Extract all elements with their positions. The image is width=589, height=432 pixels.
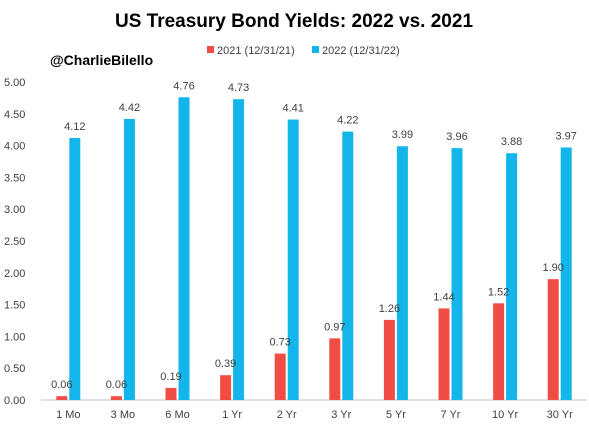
bar-2021 [493,303,505,400]
y-tick-label: 1.50 [4,300,25,312]
y-tick-label: 3.50 [4,172,25,184]
x-tick-label: 2 Yr [277,409,297,421]
data-label-2021: 1.90 [542,262,563,274]
y-tick-label: 0.00 [4,395,25,407]
bar-2021 [383,319,395,400]
bar-2021 [547,279,559,400]
x-tick-label: 3 Yr [331,409,351,421]
x-tick-label: 6 Mo [165,409,189,421]
legend-label-2022: 2022 (12/31/22) [322,45,400,57]
y-tick-label: 5.00 [4,77,25,89]
data-label-2021: 1.26 [379,303,400,315]
bar-2022 [560,147,572,400]
x-tick-label: 1 Yr [222,409,242,421]
bar-2022 [233,99,245,400]
data-label-2022: 3.97 [555,131,576,143]
bar-2021 [329,338,341,400]
data-label-2022: 3.88 [501,136,522,148]
bar-2022 [342,131,354,400]
x-tick-label: 10 Yr [492,409,518,421]
data-label-2021: 0.73 [269,337,290,349]
data-label-2021: 0.06 [51,379,72,391]
bar-2021 [56,396,68,400]
legend-swatch-2022 [312,46,319,53]
y-tick-label: 1.00 [4,331,25,343]
bars-group [56,97,572,401]
x-tick-label: 7 Yr [441,409,461,421]
data-label-2022: 4.12 [64,121,85,133]
y-tick-label: 2.50 [4,236,25,248]
data-label-2021: 0.39 [215,358,236,370]
bar-2022 [396,146,408,400]
x-axis: 1 Mo 3 Mo 6 Mo 1 Yr 2 Yr 3 Yr 5 Yr 7 Yr 10 Yr 30 … [56,409,573,421]
bar-2021 [274,353,286,400]
y-tick-label: 0.50 [4,363,25,375]
bar-2021 [110,396,122,400]
data-label-2022: 4.22 [337,115,358,127]
data-label-2022: 4.76 [173,80,194,92]
data-label-2021: 1.52 [488,286,509,298]
bar-2022 [506,153,518,400]
legend-swatch-2021 [207,46,214,53]
bar-2022 [287,119,299,401]
bar-2022 [69,137,81,400]
bar-2021 [438,308,450,400]
y-tick-label: 2.00 [4,268,25,280]
watermark-handle: @CharlieBilello [50,52,153,68]
data-label-2022: 3.96 [446,131,467,143]
data-label-2022: 4.41 [282,103,303,115]
bar-2022 [178,97,190,400]
x-tick-label: 5 Yr [386,409,406,421]
x-tick-label: 1 Mo [56,409,80,421]
data-label-2022: 3.99 [392,129,413,141]
chart-title: US Treasury Bond Yields: 2022 vs. 2021 [115,11,473,32]
data-label-2022: 4.42 [119,102,140,114]
y-tick-label: 4.50 [4,109,25,121]
bar-2022 [123,118,135,400]
x-tick-label: 30 Yr [547,409,573,421]
data-label-2021: 1.44 [433,291,454,303]
y-tick-label: 3.00 [4,204,25,216]
bar-2021 [220,375,232,400]
bar-2022 [451,148,463,400]
data-labels: 0.06 4.12 0.06 4.42 0.19 4.76 0.39 4.73 0.73 4.41… [51,80,577,391]
y-axis: 0.00 0.50 1.00 1.50 2.00 2.50 3.00 3.50 4.00 4.50… [4,77,25,407]
legend-label-2021: 2021 (12/31/21) [217,45,295,57]
legend: 2021 (12/31/21) 2022 (12/31/22) [207,45,400,57]
y-tick-label: 4.00 [4,141,25,153]
data-label-2022: 4.73 [228,82,249,94]
data-label-2021: 0.06 [106,379,127,391]
x-tick-label: 3 Mo [111,409,135,421]
data-label-2021: 0.97 [324,321,345,333]
bar-2021 [165,387,177,400]
data-label-2021: 0.19 [160,371,181,383]
